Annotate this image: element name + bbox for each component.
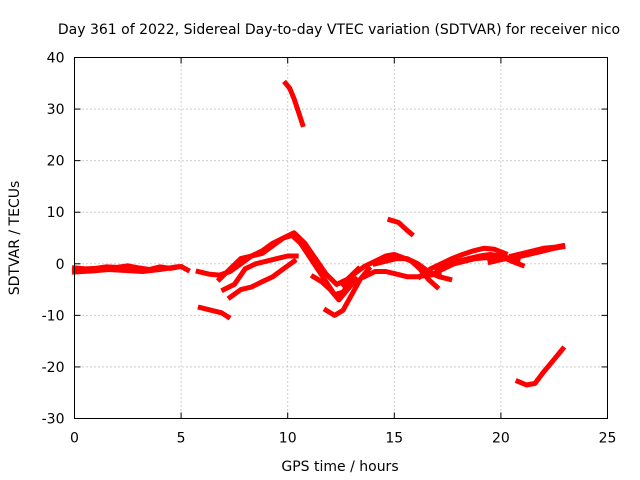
x-tick-label: 5 [177, 431, 186, 447]
series-group [71, 79, 567, 388]
grid [74, 57, 608, 419]
x-tick-label: 0 [70, 431, 79, 447]
x-tick-label: 25 [599, 431, 617, 447]
plot-frame [74, 57, 608, 419]
series-arc-4 [215, 230, 362, 287]
y-tick-label: -30 [42, 412, 65, 428]
x-tick-label: 10 [279, 431, 297, 447]
y-tick-label: 30 [47, 102, 65, 118]
y-tick-label: 40 [47, 51, 65, 67]
x-tick-label: 15 [385, 431, 403, 447]
y-tick-label: -10 [42, 308, 65, 324]
y-axis-label: SDTVAR / TECUs [7, 181, 23, 296]
series-arc-12 [361, 269, 442, 281]
chart-title: Day 361 of 2022, Sidereal Day-to-day VTE… [58, 22, 620, 38]
y-tick-label: 0 [56, 257, 65, 273]
series-arc-5 [220, 253, 299, 293]
series-arc-14 [386, 216, 415, 238]
series-arc-6 [226, 257, 298, 301]
series-arc-9 [309, 273, 360, 303]
series-arc-8 [282, 79, 306, 128]
axis-ticks: 0 5 10 15 20 25 -30 -20 -10 0 10 20 30 40 [42, 51, 617, 447]
series-arc-7 [197, 304, 232, 321]
x-tick-label: 20 [492, 431, 510, 447]
y-tick-label: 20 [47, 154, 65, 170]
series-arc-10 [322, 265, 373, 318]
x-axis-label: GPS time / hours [281, 459, 398, 475]
y-tick-label: -20 [42, 360, 65, 376]
series-arc-19 [508, 242, 566, 260]
series-arc-13 [372, 256, 453, 283]
series-arc-20 [514, 345, 567, 388]
series-arc-15 [416, 245, 509, 281]
series-arc-2 [71, 264, 180, 275]
y-tick-label: 10 [47, 205, 65, 221]
